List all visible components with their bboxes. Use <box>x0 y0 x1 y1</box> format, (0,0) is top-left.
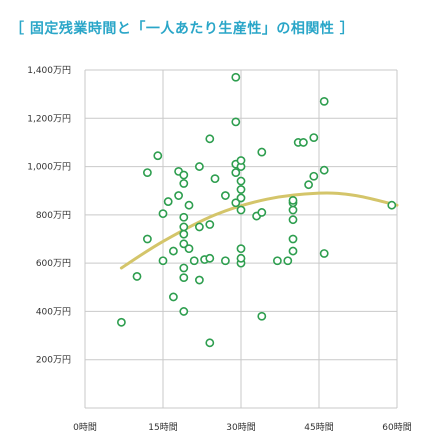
data-point <box>179 222 189 232</box>
data-point <box>205 134 215 144</box>
data-point <box>257 311 267 321</box>
data-point <box>210 174 220 184</box>
y-tick-label: 1,000万円 <box>27 162 71 173</box>
data-point <box>179 170 189 180</box>
data-point <box>288 215 298 225</box>
data-point <box>236 244 246 254</box>
axis-labels: 0時間 15時間 30時間 45時間 60時間 200万円 400万円 600万円 800万円 1… <box>27 65 411 433</box>
data-point <box>220 191 230 200</box>
data-point <box>319 165 329 175</box>
data-point <box>132 272 142 281</box>
data-point <box>205 220 215 229</box>
data-point <box>319 96 329 106</box>
y-tick-label: 1,400万円 <box>27 65 71 76</box>
data-point <box>117 317 126 327</box>
data-point <box>288 246 298 256</box>
data-point <box>387 200 397 210</box>
y-tick-label: 600万円 <box>36 258 71 269</box>
data-point <box>179 239 189 249</box>
y-tick-label: 800万円 <box>36 210 71 221</box>
data-point <box>179 212 189 222</box>
data-point <box>158 209 168 219</box>
data-point <box>288 205 298 215</box>
data-point <box>184 244 194 254</box>
y-tick-label: 400万円 <box>36 306 71 317</box>
x-tick-label: 15時間 <box>148 422 177 433</box>
data-points <box>117 72 397 348</box>
data-point <box>272 256 282 266</box>
y-tick-label: 1,200万円 <box>27 113 71 124</box>
data-point <box>189 256 199 266</box>
data-point <box>304 180 313 190</box>
data-point <box>179 263 189 273</box>
data-point <box>231 72 241 82</box>
data-point <box>309 171 319 181</box>
data-point <box>283 256 293 266</box>
grid <box>84 69 398 409</box>
data-point <box>231 117 241 127</box>
x-tick-label: 30時間 <box>226 422 255 433</box>
x-tick-label: 60時間 <box>382 422 411 433</box>
data-point <box>236 185 246 194</box>
data-point <box>257 147 267 157</box>
data-point <box>142 168 152 178</box>
y-tick-label: 200万円 <box>36 355 71 366</box>
x-tick-label: 45時間 <box>304 422 333 433</box>
data-point <box>174 191 183 200</box>
data-point <box>236 156 246 165</box>
data-point <box>236 193 246 203</box>
data-point <box>153 151 163 161</box>
data-point <box>231 168 241 178</box>
data-point <box>163 197 173 206</box>
data-point <box>236 176 246 186</box>
data-point <box>319 249 329 258</box>
trend-line <box>119 191 399 270</box>
data-point <box>205 338 215 348</box>
data-point <box>257 208 267 217</box>
data-point <box>288 195 298 205</box>
data-point <box>309 133 319 142</box>
data-point <box>179 179 189 188</box>
data-point <box>236 205 246 215</box>
data-point <box>168 292 178 302</box>
data-point <box>194 275 204 285</box>
data-point <box>205 253 215 263</box>
chart-title: ［ 固定残業時間と「一人あたり生産性」の相関性 ］ <box>10 21 355 37</box>
data-point <box>184 200 194 210</box>
data-point <box>179 229 189 239</box>
data-point <box>142 234 152 244</box>
data-point <box>288 234 298 244</box>
data-point <box>236 253 246 263</box>
data-point <box>158 256 168 266</box>
data-point <box>194 162 204 171</box>
data-point <box>168 246 178 256</box>
data-point <box>298 138 308 147</box>
data-point <box>179 273 189 283</box>
data-point <box>231 198 241 208</box>
data-point <box>194 222 204 232</box>
data-point <box>179 307 189 316</box>
x-tick-label: 0時間 <box>73 422 97 433</box>
data-point <box>220 256 230 266</box>
